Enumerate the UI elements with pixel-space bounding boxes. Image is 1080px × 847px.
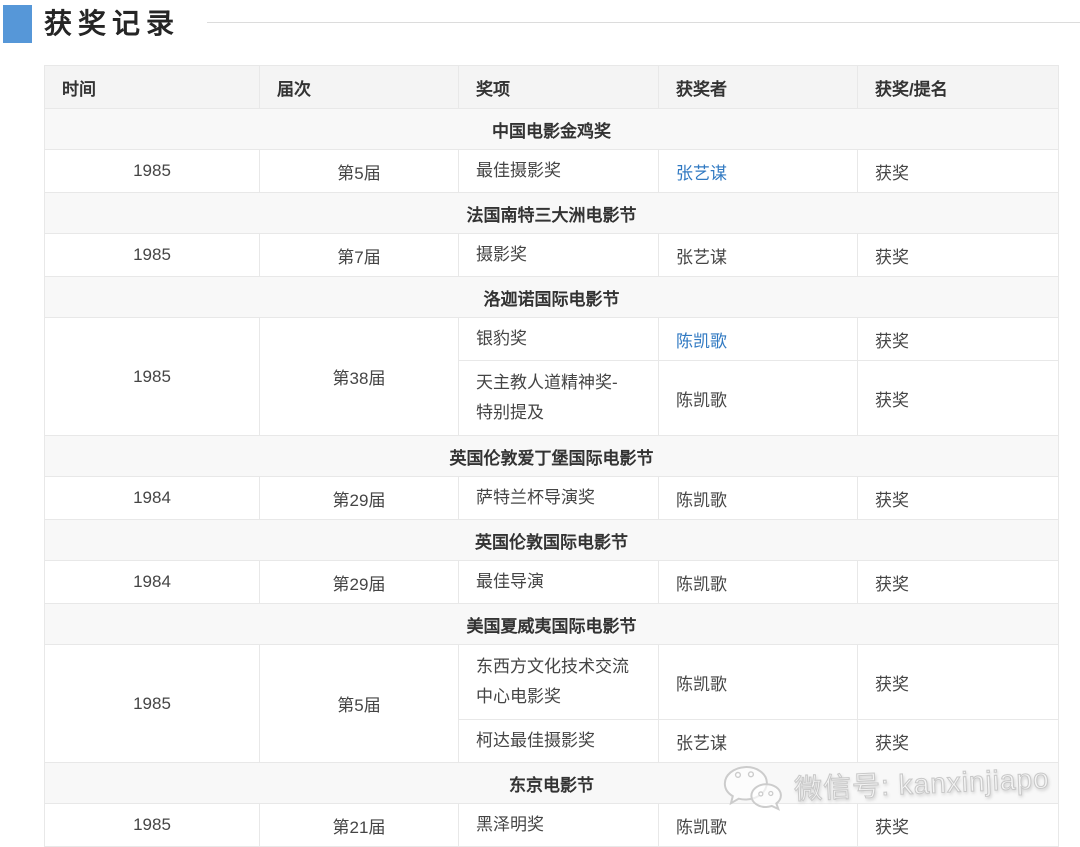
- award-cell: 最佳摄影奖: [458, 149, 659, 193]
- session-cell: 第29届: [259, 476, 459, 520]
- award-row: 1985 第5届 东西方文化技术交流 中心电影奖 陈凯歌 获奖: [44, 644, 1059, 763]
- result-cell: 获奖: [857, 719, 1059, 763]
- session-cell: 第38届: [259, 317, 459, 436]
- award-row: 1985 第5届 最佳摄影奖 张艺谋 获奖: [44, 149, 1059, 193]
- year-cell: 1984: [44, 476, 260, 520]
- winner-link[interactable]: 张艺谋: [676, 163, 727, 183]
- award-row: 1985 第38届 银豹奖 陈凯歌 获奖: [44, 317, 1059, 436]
- result-cell: 获奖: [857, 360, 1059, 436]
- awards-table: 时间 届次 奖项 获奖者 获奖/提名 中国电影金鸡奖 1985 第5届 最佳摄影奖 张艺…: [44, 65, 1059, 847]
- award-row: 天主教人道精神奖- 特别提及 陈凯歌 获奖: [45, 360, 1059, 436]
- festival-row: 美国夏威夷国际电影节: [44, 603, 1059, 645]
- winner-link[interactable]: 陈凯歌: [676, 331, 727, 351]
- winner-cell: 张艺谋: [658, 233, 858, 277]
- result-cell: 获奖: [857, 803, 1059, 847]
- festival-name: 法国南特三大洲电影节: [44, 192, 1059, 234]
- award-cell: 天主教人道精神奖- 特别提及: [458, 360, 659, 436]
- winner-cell: 陈凯歌: [658, 360, 858, 436]
- award-row: 1984 第29届 最佳导演 陈凯歌 获奖: [44, 560, 1059, 604]
- winner-cell: 陈凯歌: [658, 560, 858, 604]
- festival-row: 洛迦诺国际电影节: [44, 276, 1059, 318]
- result-cell: 获奖: [857, 149, 1059, 193]
- col-header-winner: 获奖者: [658, 65, 858, 109]
- session-cell: 第5届: [259, 644, 459, 763]
- result-cell: 获奖: [857, 644, 1059, 720]
- award-cell: 东西方文化技术交流 中心电影奖: [458, 644, 659, 720]
- result-cell: 获奖: [857, 317, 1059, 361]
- festival-name: 美国夏威夷国际电影节: [44, 603, 1059, 645]
- winner-cell: 张艺谋: [658, 149, 858, 193]
- title-accent-bar: [3, 5, 32, 43]
- year-cell: 1985: [44, 644, 260, 763]
- awards-table-body: 中国电影金鸡奖 1985 第5届 最佳摄影奖 张艺谋 获奖 法国南特三大洲电影节 1985 第7…: [44, 108, 1059, 847]
- table-header-row: 时间 届次 奖项 获奖者 获奖/提名: [44, 65, 1059, 109]
- page-title: 获奖记录: [44, 8, 181, 39]
- festival-row: 英国伦敦爱丁堡国际电影节: [44, 435, 1059, 477]
- winner-cell: 陈凯歌: [658, 803, 858, 847]
- col-header-time: 时间: [44, 65, 260, 109]
- result-cell: 获奖: [857, 560, 1059, 604]
- festival-name: 东京电影节: [44, 762, 1059, 804]
- col-header-session: 届次: [259, 65, 459, 109]
- session-cell: 第29届: [259, 560, 459, 604]
- winner-cell: 陈凯歌: [658, 476, 858, 520]
- col-header-award: 奖项: [458, 65, 659, 109]
- festival-row: 中国电影金鸡奖: [44, 108, 1059, 150]
- award-row: 1985 第7届 摄影奖 张艺谋 获奖: [44, 233, 1059, 277]
- award-row: 1984 第29届 萨特兰杯导演奖 陈凯歌 获奖: [44, 476, 1059, 520]
- winner-cell: 陈凯歌: [658, 644, 858, 720]
- festival-name: 英国伦敦爱丁堡国际电影节: [44, 435, 1059, 477]
- year-cell: 1985: [44, 233, 260, 277]
- award-cell: 最佳导演: [458, 560, 659, 604]
- session-cell: 第5届: [259, 149, 459, 193]
- col-header-result: 获奖/提名: [857, 65, 1059, 109]
- winner-cell: 张艺谋: [658, 719, 858, 763]
- year-cell: 1985: [44, 149, 260, 193]
- title-divider: [207, 22, 1080, 23]
- session-cell: 第7届: [259, 233, 459, 277]
- award-cell: 萨特兰杯导演奖: [458, 476, 659, 520]
- award-cell: 黑泽明奖: [458, 803, 659, 847]
- year-cell: 1985: [44, 803, 260, 847]
- festival-name: 中国电影金鸡奖: [44, 108, 1059, 150]
- festival-name: 英国伦敦国际电影节: [44, 519, 1059, 561]
- winner-cell: 陈凯歌: [658, 317, 858, 361]
- festival-row: 英国伦敦国际电影节: [44, 519, 1059, 561]
- year-cell: 1985: [44, 317, 260, 436]
- result-cell: 获奖: [857, 233, 1059, 277]
- festival-name: 洛迦诺国际电影节: [44, 276, 1059, 318]
- festival-row: 法国南特三大洲电影节: [44, 192, 1059, 234]
- year-cell: 1984: [44, 560, 260, 604]
- award-cell: 摄影奖: [458, 233, 659, 277]
- award-row: 1985 第21届 黑泽明奖 陈凯歌 获奖: [44, 803, 1059, 847]
- result-cell: 获奖: [857, 476, 1059, 520]
- award-cell: 柯达最佳摄影奖: [458, 719, 659, 763]
- session-cell: 第21届: [259, 803, 459, 847]
- award-cell: 银豹奖: [458, 317, 659, 361]
- festival-row: 东京电影节: [44, 762, 1059, 804]
